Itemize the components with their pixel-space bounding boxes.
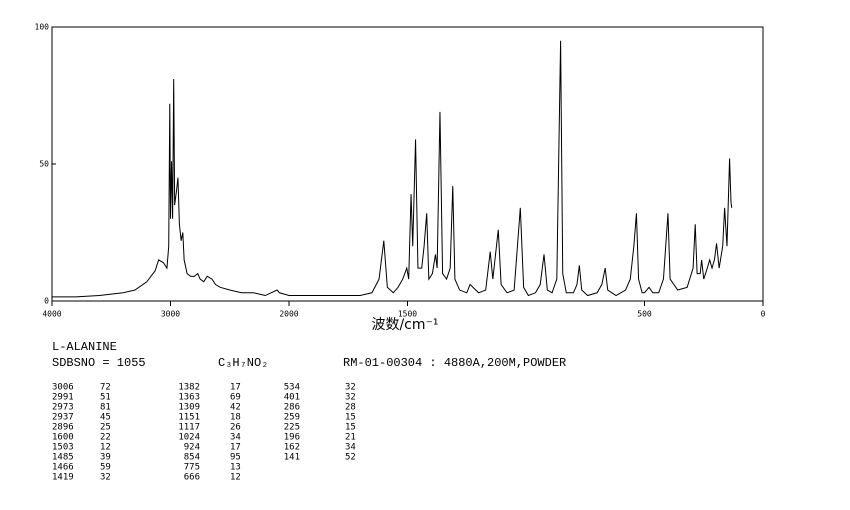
peak-intensity: 34 [345,443,356,453]
peak-wavenumber: 1363 [178,393,200,403]
peak-wavenumber: 924 [184,443,200,453]
sample-name: L-ALANINE [52,340,117,354]
peak-wavenumber: 141 [284,453,300,463]
peak-wavenumber: 775 [184,463,200,473]
peak-intensity: 12 [100,443,111,453]
peak-intensity: 15 [345,423,356,433]
peak-intensity: 12 [230,473,241,483]
y-tick-label: 0 [44,297,49,306]
peak-intensity: 95 [230,453,241,463]
y-tick-label: 100 [35,23,50,32]
peak-intensity: 72 [100,383,111,393]
peak-intensity: 25 [100,423,111,433]
sdbs-no: SDBSNO = 1055 [52,356,146,370]
peak-wavenumber: 3006 [52,383,74,393]
peak-intensity: 28 [345,403,356,413]
peak-wavenumber: 286 [284,403,300,413]
peak-wavenumber: 401 [284,393,300,403]
peak-intensity: 45 [100,413,111,423]
peak-intensity: 59 [100,463,111,473]
peak-intensity: 32 [100,473,111,483]
peak-intensity: 32 [345,393,356,403]
peak-intensity: 69 [230,393,241,403]
y-tick-label: 50 [39,160,49,169]
peak-wavenumber: 2896 [52,423,74,433]
x-axis-label: 波数/cm⁻¹ [371,317,438,333]
peak-intensity: 52 [345,453,356,463]
peak-intensity: 22 [100,433,111,443]
peak-intensity: 17 [230,443,241,453]
spectrum-line [52,40,733,298]
peak-intensity: 51 [100,393,111,403]
peak-intensity: 13 [230,463,241,473]
peak-wavenumber: 1485 [52,453,74,463]
peak-intensity: 42 [230,403,241,413]
measurement: RM-01-00304 : 4880A,200M,POWDER [343,356,566,370]
peak-wavenumber: 2991 [52,393,74,403]
peak-wavenumber: 1600 [52,433,74,443]
peak-wavenumber: 1024 [178,433,200,443]
peak-wavenumber: 1503 [52,443,74,453]
x-tick-label: 0 [761,310,766,319]
peak-intensity: 18 [230,413,241,423]
x-tick-label: 4000 [42,310,61,319]
peak-wavenumber: 1151 [178,413,200,423]
peak-wavenumber: 225 [284,423,300,433]
peak-wavenumber: 1382 [178,383,200,393]
peak-wavenumber: 1419 [52,473,74,483]
formula: C₃H₇NO₂ [218,356,268,370]
peak-wavenumber: 534 [284,383,300,393]
peak-wavenumber: 259 [284,413,300,423]
peak-intensity: 15 [345,413,356,423]
x-tick-label: 1500 [398,310,417,319]
peak-intensity: 17 [230,383,241,393]
x-tick-label: 500 [637,310,652,319]
peak-wavenumber: 854 [184,453,200,463]
peak-intensity: 21 [345,433,356,443]
peak-wavenumber: 666 [184,473,200,483]
peak-intensity: 26 [230,423,241,433]
peak-wavenumber: 162 [284,443,300,453]
peak-intensity: 81 [100,403,111,413]
peak-wavenumber: 1466 [52,463,74,473]
peak-wavenumber: 2973 [52,403,74,413]
x-tick-label: 2000 [279,310,298,319]
peak-intensity: 39 [100,453,111,463]
peak-wavenumber: 2937 [52,413,74,423]
peak-intensity: 32 [345,383,356,393]
peak-wavenumber: 1309 [178,403,200,413]
peak-wavenumber: 196 [284,433,300,443]
peak-wavenumber: 1117 [178,423,200,433]
x-tick-label: 3000 [161,310,180,319]
peak-intensity: 34 [230,433,241,443]
